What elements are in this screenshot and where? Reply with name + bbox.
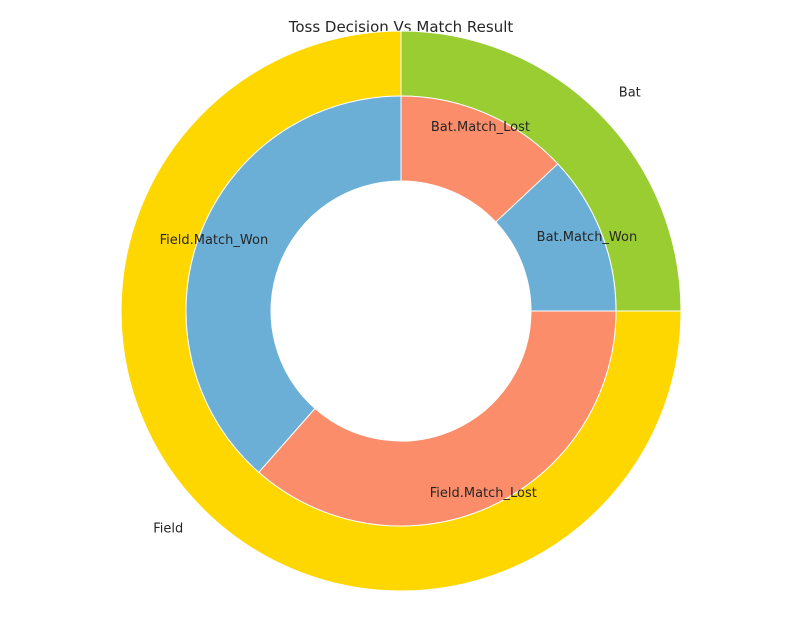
- inner-wedge-field-match-lost: [258, 310, 617, 527]
- inner-label-field-match-won: Field.Match_Won: [160, 233, 269, 248]
- outer-label-bat: Bat: [619, 86, 641, 101]
- chart-title: Toss Decision Vs Match Result: [288, 18, 514, 36]
- outer-label-field: Field: [153, 521, 183, 536]
- inner-label-field-match-lost: Field.Match_Lost: [430, 486, 537, 501]
- inner-label-bat-match-lost: Bat.Match_Lost: [431, 120, 530, 135]
- inner-label-bat-match-won: Bat.Match_Won: [537, 230, 638, 245]
- inner-wedge-field-match-won: [185, 95, 402, 473]
